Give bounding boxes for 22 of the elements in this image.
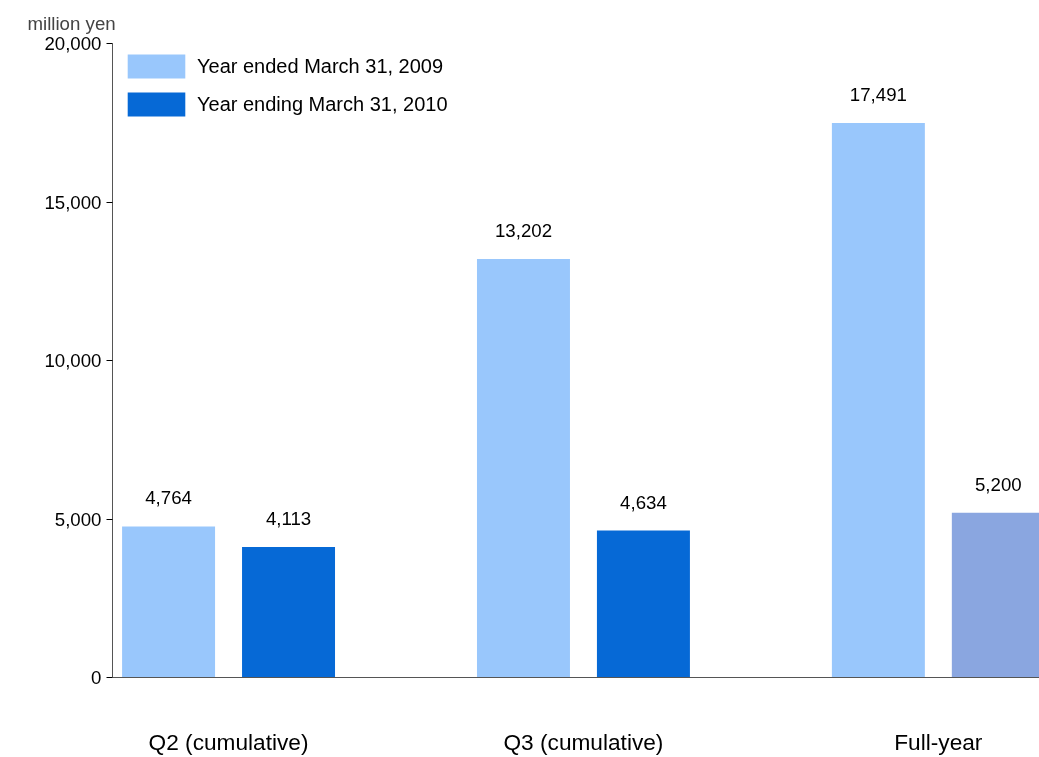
- bar: [242, 547, 336, 678]
- data-label: 4,634: [620, 491, 667, 513]
- data-label: 5,200: [974, 473, 1022, 495]
- bar: [596, 530, 690, 678]
- data-label: 4,113: [265, 508, 312, 530]
- data-label: 4,764: [145, 487, 192, 509]
- bar: [122, 526, 216, 678]
- x-tick-label: Q2 (cumulative): [148, 728, 309, 755]
- y-tick-label: 10,000: [44, 350, 102, 371]
- bar: [476, 259, 570, 678]
- y-tick-label: 15,000: [44, 191, 102, 213]
- legend-label: Year ended March 31, 2009: [197, 54, 444, 78]
- x-tick-label: Q3 (cumulative): [503, 728, 664, 755]
- legend-label: Year ending March 31, 2010: [197, 92, 448, 116]
- data-label: 13,202: [494, 220, 553, 241]
- y-tick-label: 5,000: [54, 508, 102, 530]
- bar: [831, 123, 925, 678]
- y-axis-title: million yen: [27, 12, 116, 34]
- y-tick-label: 20,000: [44, 33, 102, 54]
- y-tick-label: 0: [91, 667, 102, 688]
- data-label: 17,491: [849, 84, 907, 106]
- x-tick-label: Full-year: [894, 728, 983, 755]
